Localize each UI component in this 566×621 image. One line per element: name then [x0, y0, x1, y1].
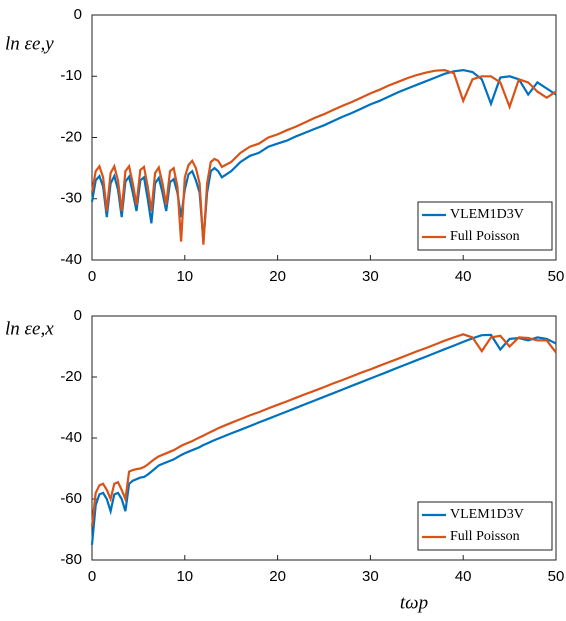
- legend-label: VLEM1D3V: [450, 507, 524, 522]
- legend-box: [417, 201, 553, 251]
- legend-label: Full Poisson: [450, 229, 520, 244]
- x-tick-label: 10: [176, 568, 193, 585]
- y-tick-label: -30: [60, 190, 82, 207]
- legend-label: Full Poisson: [450, 529, 520, 544]
- x-tick-label: 10: [176, 268, 193, 285]
- y-tick-label: -80: [60, 551, 82, 568]
- y-tick-label: -10: [60, 67, 82, 84]
- series-line: [90, 68, 557, 242]
- x-tick-label: 40: [455, 268, 472, 285]
- series-line: [90, 333, 557, 545]
- x-tick-label: 0: [88, 268, 96, 285]
- y-tick-label: -20: [60, 128, 82, 145]
- legend-label: VLEM1D3V: [450, 207, 524, 222]
- legend-box: [417, 501, 553, 551]
- y-tick-label: -40: [60, 251, 82, 268]
- y-tick-label: -60: [60, 490, 82, 507]
- series-line: [90, 333, 557, 527]
- x-tick-label: 30: [362, 568, 379, 585]
- x-tick-label: 20: [269, 268, 286, 285]
- y-axis-label: ln εe,x: [5, 318, 54, 339]
- x-tick-label: 0: [88, 568, 96, 585]
- y-tick-label: -40: [60, 429, 82, 446]
- x-tick-label: 20: [269, 568, 286, 585]
- y-tick-label: -20: [60, 368, 82, 385]
- y-axis-label: ln εe,y: [5, 33, 54, 54]
- x-axis-label: tωp: [400, 592, 428, 613]
- y-tick-label: 0: [74, 6, 82, 23]
- series-line: [90, 68, 557, 245]
- x-tick-label: 50: [548, 568, 565, 585]
- x-tick-label: 50: [548, 268, 565, 285]
- x-tick-label: 30: [362, 268, 379, 285]
- x-tick-label: 40: [455, 568, 472, 585]
- y-tick-label: 0: [74, 307, 82, 324]
